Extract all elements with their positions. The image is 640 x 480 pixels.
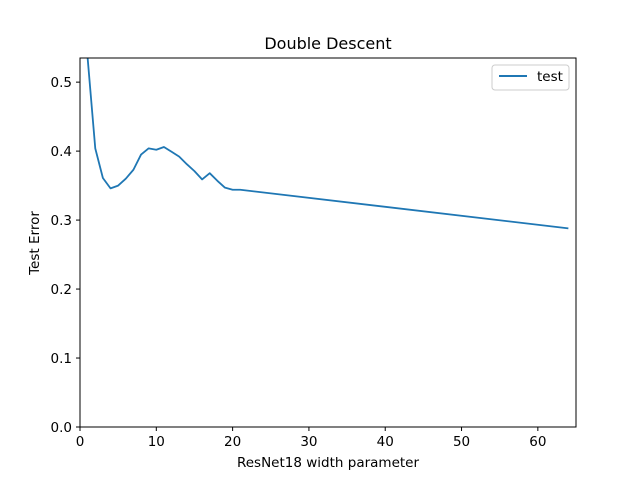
- chart-title: Double Descent: [264, 34, 391, 53]
- y-axis-ticks: 0.0 0.1 0.2 0.3 0.4 0.5: [51, 75, 80, 436]
- y-tick-label: 0.3: [51, 213, 72, 229]
- legend-box: [491, 64, 570, 91]
- legend-label-test: test: [537, 69, 563, 85]
- y-tick-label: 0.0: [51, 420, 72, 436]
- x-axis-label: ResNet18 width parameter: [237, 455, 420, 471]
- x-tick-label: 10: [148, 434, 165, 450]
- y-tick-label: 0.4: [51, 144, 72, 160]
- series-line-test: [86, 58, 569, 230]
- x-tick-label: 60: [529, 434, 546, 450]
- y-tick-label: 0.5: [51, 75, 72, 91]
- x-tick-label: 30: [300, 434, 317, 450]
- x-tick-label: 20: [224, 434, 241, 450]
- series-group: [86, 58, 569, 230]
- x-tick-label: 0: [76, 434, 85, 450]
- y-tick-label: 0.2: [51, 282, 72, 298]
- legend: test: [491, 64, 570, 91]
- x-tick-label: 40: [377, 434, 394, 450]
- x-axis-ticks: 0 10 20 30 40 50 60: [76, 427, 546, 450]
- y-axis-label: Test Error: [27, 211, 43, 276]
- y-tick-label: 0.1: [51, 351, 72, 367]
- plot-frame: [79, 57, 577, 428]
- x-tick-label: 50: [453, 434, 470, 450]
